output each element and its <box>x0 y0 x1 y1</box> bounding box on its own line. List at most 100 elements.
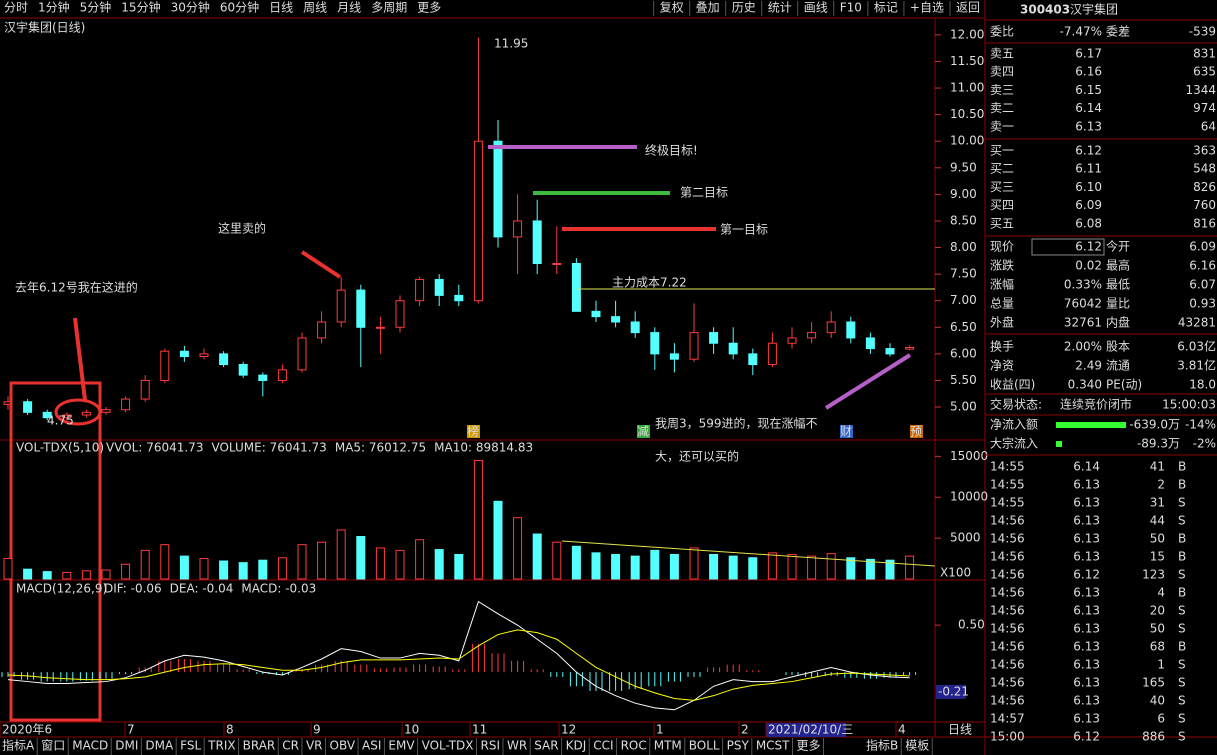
candle-body <box>473 140 483 302</box>
status-value: 连续竞价闭市 <box>1060 397 1132 412</box>
book-label: 卖四 <box>990 65 1014 79</box>
candle-body <box>807 332 817 339</box>
tab[interactable]: WR <box>507 739 527 753</box>
y-tick-label: 5000 <box>950 531 981 545</box>
tab[interactable]: VOL-TDX <box>422 739 474 753</box>
candle-body <box>434 278 444 296</box>
volume-bar <box>23 568 33 580</box>
drawing <box>73 317 87 401</box>
candle-body <box>513 220 523 238</box>
volume-bar <box>317 541 327 580</box>
toolbar-button[interactable]: 多周期 <box>371 1 407 15</box>
candle-body <box>767 342 777 366</box>
toolbar-button[interactable]: 15分钟 <box>121 0 160 15</box>
book-volume: 64 <box>1201 119 1216 133</box>
tab[interactable]: EMV <box>388 739 415 753</box>
candle-body <box>179 350 189 358</box>
tab[interactable]: OBV <box>330 739 356 753</box>
y-tick-label: 7.00 <box>950 293 977 307</box>
candle-body <box>140 379 150 400</box>
toolbar-button[interactable]: 分时 <box>4 1 28 15</box>
date-label: 12 <box>561 723 576 737</box>
book-price: 6.17 <box>1075 47 1102 61</box>
toolbar-button[interactable]: 叠加 <box>696 1 720 15</box>
volume-bar <box>277 557 287 580</box>
toolbar-button[interactable]: 60分钟 <box>220 0 259 15</box>
tick-volume: 31 <box>1150 496 1165 510</box>
legend-entry: MA5: 76012.75 <box>335 441 426 455</box>
stat-value: 6.03亿 <box>1177 339 1216 354</box>
tick-time: 14:56 <box>990 694 1025 708</box>
quote-cell: -7.47% <box>1060 25 1102 39</box>
toolbar-button[interactable]: 周线 <box>303 1 327 15</box>
toolbar-button[interactable]: 复权 <box>660 1 684 15</box>
tab[interactable]: MCST <box>756 739 790 753</box>
stat-value: 76042 <box>1064 297 1102 311</box>
candle-body <box>532 220 542 264</box>
book-volume: 974 <box>1193 101 1216 115</box>
stat-label: 股本 <box>1106 340 1130 354</box>
tab[interactable]: RSI <box>481 739 501 753</box>
volume-bar <box>336 529 346 580</box>
tick-time: 14:55 <box>990 496 1025 510</box>
tab[interactable]: CCI <box>593 739 613 753</box>
toolbar-button[interactable]: 历史 <box>732 1 756 15</box>
legend-entry: VOLUME: 76041.73 <box>211 441 326 455</box>
tick-time: 14:55 <box>990 460 1025 474</box>
toolbar-button[interactable]: 返回 <box>956 1 980 15</box>
tick-time: 14:56 <box>990 550 1025 564</box>
tab[interactable]: BOLL <box>689 739 720 753</box>
y-tick-label: 5.50 <box>950 373 977 387</box>
book-price: 6.13 <box>1075 119 1102 133</box>
tab[interactable]: SAR <box>534 739 558 753</box>
toolbar-button[interactable]: 画线 <box>804 1 828 15</box>
toolbar-button[interactable]: F10 <box>840 1 862 15</box>
toolbar-button[interactable]: 日线 <box>269 1 293 15</box>
candle-body <box>395 300 405 328</box>
tab[interactable]: 更多 <box>797 739 821 753</box>
stat-value: 6.09 <box>1189 240 1216 254</box>
tick-side: S <box>1178 514 1186 528</box>
tab[interactable]: TRIX <box>207 739 235 753</box>
volume-bar <box>571 545 581 580</box>
tab[interactable]: PSY <box>727 739 750 753</box>
tab[interactable]: 窗口 <box>41 739 65 753</box>
tab[interactable]: 指标A <box>2 738 35 753</box>
toolbar-button[interactable]: 30分钟 <box>171 0 210 15</box>
toolbar-button[interactable]: 5分钟 <box>80 0 112 15</box>
stat-label: 流通 <box>1106 359 1130 373</box>
toolbar-button[interactable]: 统计 <box>768 1 792 15</box>
tick-volume: 1 <box>1157 658 1165 672</box>
candle-body <box>415 278 425 302</box>
volume-bar <box>199 558 209 580</box>
volume-bar <box>375 547 385 580</box>
volume-bar <box>297 544 307 580</box>
toolbar-button[interactable]: 标记 <box>874 1 898 15</box>
volume-bar <box>630 555 640 580</box>
book-price: 6.14 <box>1075 101 1102 115</box>
tab[interactable]: 模板 <box>905 739 929 753</box>
tick-time: 14:56 <box>990 640 1025 654</box>
volume-bar <box>238 562 248 580</box>
tab[interactable]: BRAR <box>243 739 276 753</box>
tab[interactable]: DMA <box>145 739 174 753</box>
tab[interactable]: MACD <box>72 739 108 753</box>
tab[interactable]: 指标B <box>866 738 898 753</box>
tab[interactable]: VR <box>306 739 323 753</box>
tab[interactable]: ASI <box>362 739 381 753</box>
candle-body <box>689 332 699 360</box>
tab[interactable]: FSL <box>180 739 201 753</box>
tab[interactable]: MTM <box>654 739 682 753</box>
macd-line <box>7 600 910 711</box>
tab[interactable]: KDJ <box>566 739 587 753</box>
toolbar-button[interactable]: 月线 <box>337 1 361 15</box>
toolbar-button[interactable]: +自选 <box>910 1 944 15</box>
y-tick-label: 11.00 <box>950 81 984 95</box>
toolbar-button[interactable]: 1分钟 <box>38 0 70 15</box>
tab[interactable]: CR <box>282 739 299 753</box>
stat-label: 外盘 <box>990 315 1014 330</box>
toolbar-button[interactable]: 更多 <box>417 1 441 15</box>
tab[interactable]: DMI <box>115 739 138 753</box>
tab[interactable]: ROC <box>621 739 647 753</box>
